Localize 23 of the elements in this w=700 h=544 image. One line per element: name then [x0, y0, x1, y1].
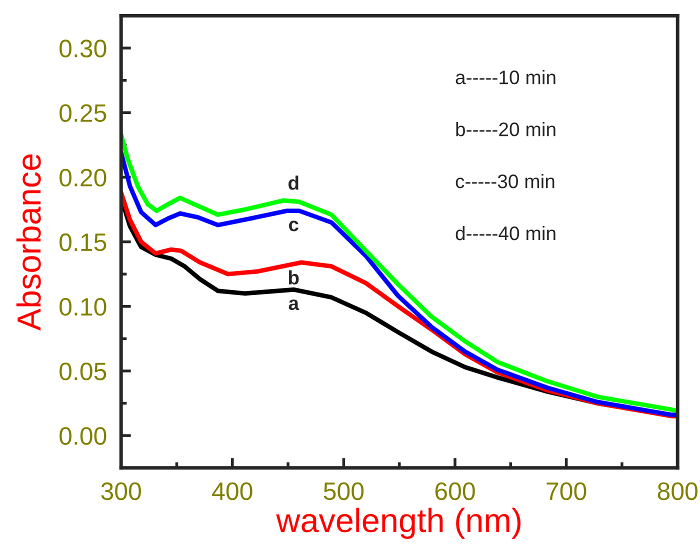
x-tick-label: 500	[324, 482, 364, 500]
y-tick-label: 0.20	[60, 168, 106, 187]
x-axis-title: wavelength (nm)	[276, 508, 520, 539]
annotation: a-----10 min	[456, 70, 556, 84]
y-tick-label: 0.00	[60, 427, 106, 445]
series-label: d	[288, 176, 298, 190]
x-tick-label: 600	[435, 482, 475, 500]
y-tick-label: 0.15	[60, 233, 106, 252]
x-tick-label: 300	[101, 482, 141, 500]
x-tick-label: 800	[658, 482, 698, 500]
y-axis-title: Absorbance	[16, 154, 41, 331]
x-tick-label: 400	[212, 482, 252, 500]
annotation: d-----40 min	[456, 226, 556, 240]
annotation: b-----20 min	[456, 122, 556, 136]
series-label: b	[288, 270, 299, 285]
y-tick-label: 0.30	[60, 40, 106, 58]
y-tick-label: 0.25	[60, 104, 106, 122]
annotation: c-----30 min	[456, 174, 554, 188]
series-label: c	[288, 220, 298, 232]
x-tick-label: 700	[546, 482, 586, 500]
y-tick-label: 0.10	[60, 298, 106, 316]
y-tick-label: 0.05	[60, 362, 106, 380]
series-label: a	[288, 299, 300, 310]
